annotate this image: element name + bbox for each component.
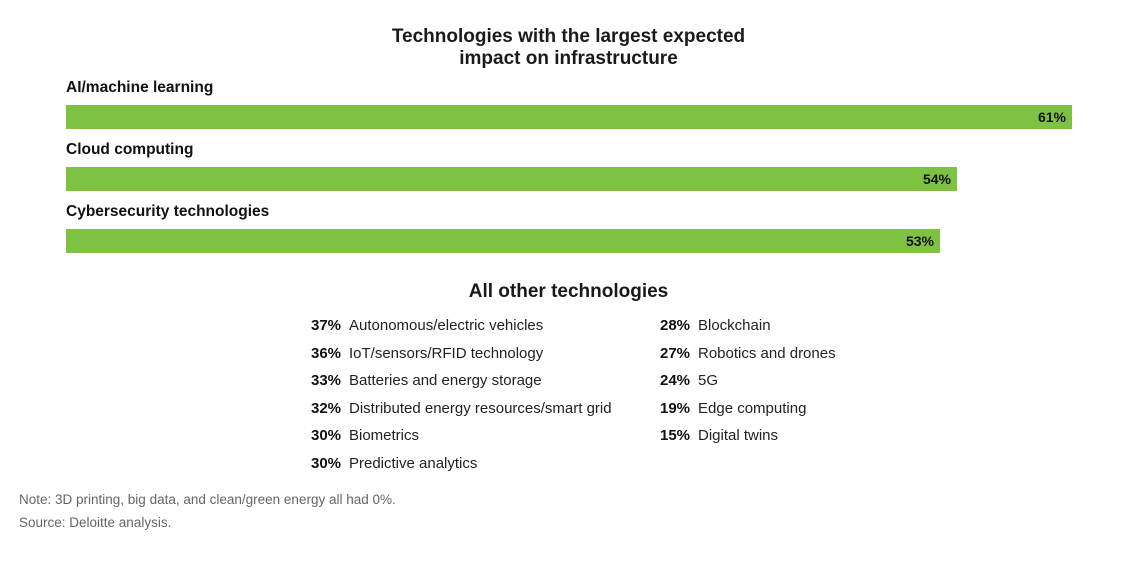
technology-percentage: 27% xyxy=(660,344,691,362)
bar xyxy=(66,167,957,191)
source-note: Source: Deloitte analysis. xyxy=(19,515,172,530)
bar-value-label: 53% xyxy=(905,233,934,249)
other-technologies-left-column: 37% Autonomous/electric vehicles 36% IoT/se… xyxy=(311,316,612,482)
bar-value-label: 61% xyxy=(1037,109,1066,125)
other-technologies-title: All other technologies xyxy=(468,281,669,302)
technology-percentage: 30% xyxy=(311,454,342,472)
technology-list-item: 36% IoT/sensors/RFID technology xyxy=(311,344,612,372)
technology-list-item: 24% 5G xyxy=(660,371,836,399)
bar-category-label: Cybersecurity technologies xyxy=(66,203,270,220)
technology-name: Distributed energy resources/smart grid xyxy=(349,399,612,417)
bar-chart-area: AI/machine learning 61% Cloud computing 54%… xyxy=(66,78,1076,258)
bar-category-label: AI/machine learning xyxy=(66,79,214,96)
chart-title-line-1: Technologies with the largest expected xyxy=(391,26,746,47)
technology-list-item: 19% Edge computing xyxy=(660,399,836,427)
technology-percentage: 33% xyxy=(311,372,342,390)
footnote: Note: 3D printing, big data, and clean/g… xyxy=(19,492,396,507)
technology-list-item: 37% Autonomous/electric vehicles xyxy=(311,316,612,344)
technology-percentage: 32% xyxy=(311,399,342,417)
technology-percentage: 28% xyxy=(660,317,691,334)
bar xyxy=(66,105,1072,129)
technology-percentage: 37% xyxy=(311,317,342,334)
other-technologies-right-column: 28% Blockchain 27% Robotics and drones 24% 5G… xyxy=(660,316,836,454)
technology-percentage: 15% xyxy=(660,427,691,445)
bar-category-label: Cloud computing xyxy=(66,141,194,158)
chart-title-line-2: impact on infrastructure xyxy=(459,48,678,69)
technology-name: Biometrics xyxy=(349,427,420,445)
technology-name: Blockchain xyxy=(698,317,771,334)
technology-list-item: 30% Predictive analytics xyxy=(311,454,612,482)
technology-percentage: 19% xyxy=(660,399,691,417)
technology-percentage: 36% xyxy=(311,344,342,362)
chart-title: Technologies with the largest expected i… xyxy=(0,26,1129,70)
technology-name: Predictive analytics xyxy=(349,454,478,472)
technology-name: 5G xyxy=(698,372,719,390)
technology-name: Edge computing xyxy=(698,399,807,417)
technology-list-item: 15% Digital twins xyxy=(660,426,836,454)
technology-list-item: 30% Biometrics xyxy=(311,426,612,454)
technology-name: Autonomous/electric vehicles xyxy=(349,317,544,334)
technology-list-item: 27% Robotics and drones xyxy=(660,344,836,372)
technology-percentage: 24% xyxy=(660,372,691,390)
technology-list-item: 32% Distributed energy resources/smart gr… xyxy=(311,399,612,427)
technology-list-item: 28% Blockchain xyxy=(660,316,836,344)
technology-list-item: 33% Batteries and energy storage xyxy=(311,371,612,399)
technology-name: IoT/sensors/RFID technology xyxy=(349,344,544,362)
bar xyxy=(66,229,940,253)
technology-name: Robotics and drones xyxy=(698,344,836,362)
technology-name: Digital twins xyxy=(698,427,779,445)
bar-value-label: 54% xyxy=(922,171,951,187)
technology-percentage: 30% xyxy=(311,427,342,445)
technology-name: Batteries and energy storage xyxy=(349,372,542,390)
